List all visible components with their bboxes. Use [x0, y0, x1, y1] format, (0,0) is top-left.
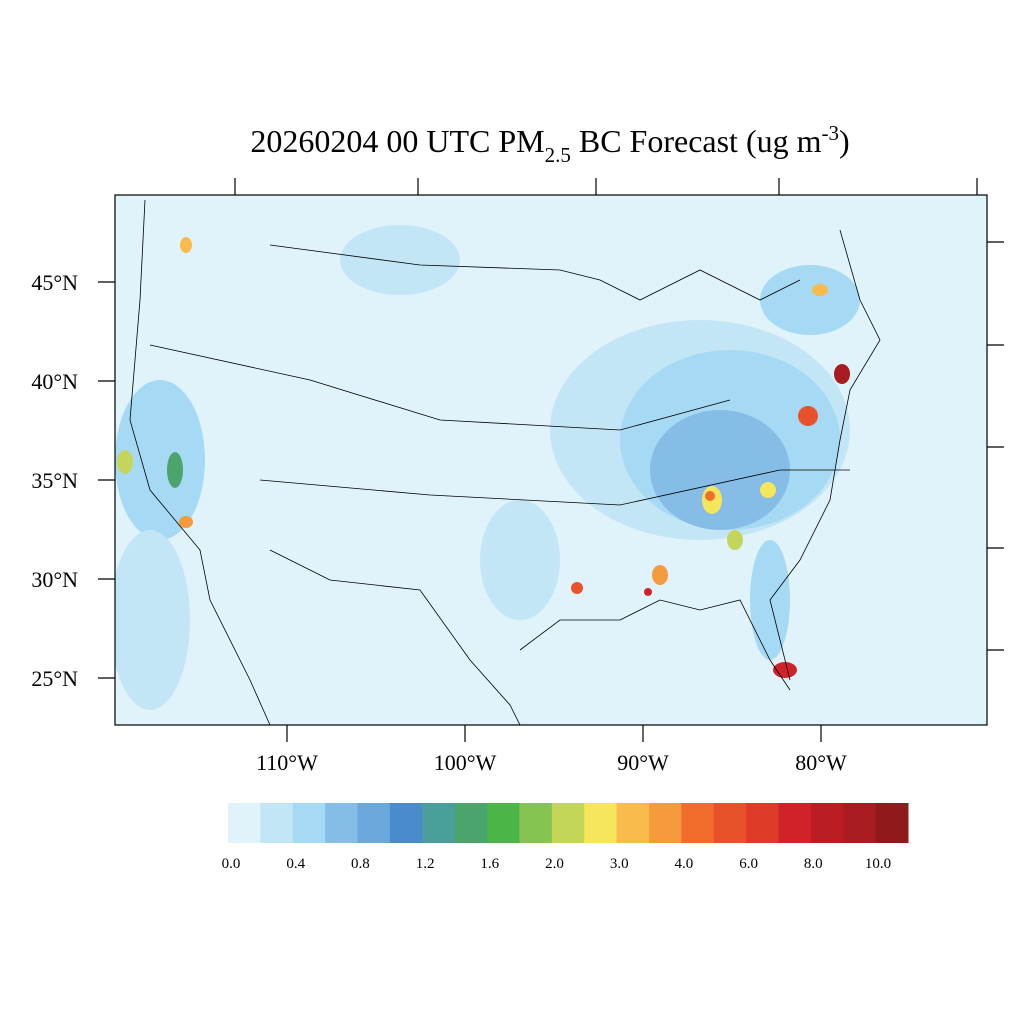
colorbar-box: [228, 803, 261, 843]
axis-labels: 45°N 40°N 35°N 30°N 25°N 110°W 100°W 90°W 80°W: [31, 270, 847, 775]
colorbar-label: 3.0: [610, 856, 629, 872]
title: 20260204 00 UTC PM2.5 BC Forecast (ug m-…: [250, 121, 849, 167]
colorbar-label: 6.0: [739, 856, 758, 872]
boundaries: [129, 199, 881, 725]
longitude-label: 100°W: [434, 750, 497, 775]
colorbar-box: [260, 803, 294, 843]
longitude-label: 110°W: [256, 750, 318, 775]
colorbar-label: 0.4: [286, 856, 305, 872]
colorbar-label: 10.0: [865, 856, 891, 872]
colorbar-box: [325, 803, 359, 843]
colorbar-box: [519, 803, 553, 843]
colorbar-box: [810, 803, 844, 843]
colorbar-box: [584, 803, 618, 843]
longitude-label: 80°W: [795, 750, 847, 775]
concentration-field: [115, 225, 860, 710]
latitude-label: 35°N: [31, 468, 78, 493]
colorbar-box: [389, 803, 423, 843]
colorbar-box: [843, 803, 877, 843]
colorbar-box: [422, 803, 456, 843]
colorbar-box: [778, 803, 812, 843]
colorbar-box: [357, 803, 391, 843]
title-end: ): [839, 123, 850, 159]
latitude-label: 30°N: [31, 567, 78, 592]
tick-marks: [98, 178, 1004, 742]
colorbar-box: [648, 803, 682, 843]
colorbar-box: [551, 803, 585, 843]
title-subscript: 2.5: [545, 143, 571, 167]
colorbar-label: 4.0: [675, 856, 694, 872]
colorbar-box: [487, 803, 520, 843]
colorbar-box: [616, 803, 650, 843]
longitude-label: 90°W: [617, 750, 669, 775]
latitude-label: 25°N: [31, 666, 78, 691]
title-middle: BC Forecast (ug m: [571, 123, 822, 159]
colorbar-label: 2.0: [545, 856, 564, 872]
colorbar-box: [681, 803, 715, 843]
colorbar-label: 0.8: [351, 856, 370, 872]
colorbar-box: [746, 803, 779, 843]
colorbar-box: [713, 803, 747, 843]
latitude-label: 45°N: [31, 270, 78, 295]
colorbar: 0.0 0.4 0.8 1.2 1.6 2.0 3.0 4.0 6.0 8.0 10.0: [222, 803, 909, 872]
colorbar-box: [454, 803, 488, 843]
title-superscript: -3: [821, 121, 839, 145]
colorbar-label: 1.6: [480, 856, 499, 872]
colorbar-label: 0.0: [222, 856, 241, 872]
colorbar-label: 1.2: [416, 856, 435, 872]
title-main: 20260204 00 UTC PM: [250, 123, 544, 159]
latitude-label: 40°N: [31, 369, 78, 394]
colorbar-box: [875, 803, 909, 843]
colorbar-label: 8.0: [804, 856, 823, 872]
map: [98, 178, 1004, 742]
map-frame: [114, 194, 988, 726]
map-background: [115, 195, 987, 725]
colorbar-box: [292, 803, 326, 843]
